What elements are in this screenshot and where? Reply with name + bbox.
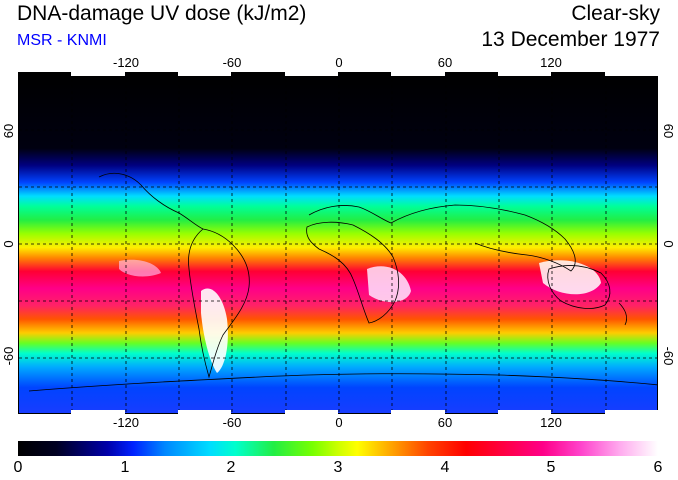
colorbar-tick-label: 3	[333, 459, 343, 476]
colorbar-tick-label: 6	[653, 459, 663, 476]
colorbar-tick-label: 4	[440, 459, 450, 476]
chart-title: DNA-damage UV dose (kJ/m2)	[17, 2, 307, 25]
lon-label-top: 120	[540, 55, 562, 70]
colorbar-tick-label: 0	[13, 459, 23, 476]
colorbar-tick-label: 1	[120, 459, 130, 476]
sky-condition-label: Clear-sky	[571, 2, 660, 25]
bottom-tick-bar	[71, 410, 658, 414]
uv-dose-field	[19, 73, 657, 413]
colorbar	[18, 441, 658, 456]
coastlines	[28, 172, 657, 392]
lon-label-top: 0	[335, 55, 343, 70]
graticule	[19, 73, 657, 413]
lat-label-right: 60	[661, 123, 676, 139]
lon-label-top: -60	[222, 55, 242, 70]
lat-label-right: 0	[661, 240, 676, 248]
source-label: MSR - KNMI	[17, 32, 107, 49]
uv-dose-map	[18, 72, 658, 414]
lon-label-bottom: 60	[437, 415, 453, 430]
lon-label-bottom: 0	[335, 415, 343, 430]
lon-label-top: 60	[437, 55, 453, 70]
top-tick-bar	[71, 72, 658, 76]
lon-label-top: -120	[112, 55, 140, 70]
lat-label-right: -60	[661, 346, 676, 366]
date-label: 13 December 1977	[481, 28, 660, 51]
lat-label-left: 60	[1, 123, 16, 139]
colorbar-tick-label: 2	[226, 459, 236, 476]
lat-label-left: 0	[1, 240, 16, 248]
lon-label-bottom: 120	[540, 415, 562, 430]
lat-label-left: -60	[1, 346, 16, 366]
lon-label-bottom: -60	[222, 415, 242, 430]
lon-label-bottom: -120	[112, 415, 140, 430]
colorbar-tick-label: 5	[546, 459, 556, 476]
